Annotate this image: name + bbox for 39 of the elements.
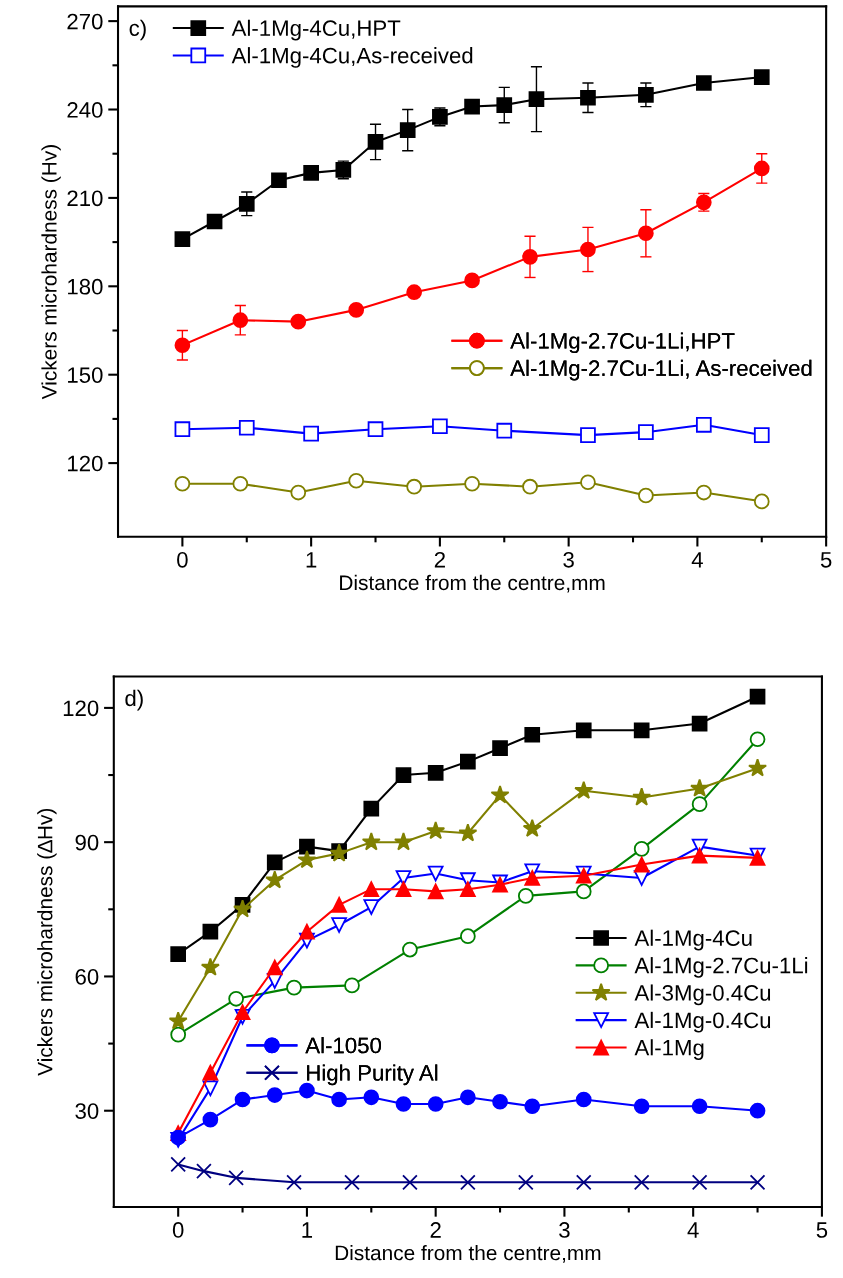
annotation: c) bbox=[129, 19, 146, 41]
x-tick-label: 2 bbox=[434, 551, 445, 568]
x-tick-label: 1 bbox=[302, 1222, 313, 1238]
x-tick-label: 0 bbox=[177, 551, 188, 568]
legend-label: Al-1Mg-2.7Cu-1Li, As-received bbox=[510, 359, 812, 381]
x-axis-title: Distance from the centre,mm bbox=[340, 574, 605, 593]
legend-label: Al-1Mg-4Cu,HPT bbox=[231, 19, 401, 41]
x-tick-label: 1 bbox=[306, 552, 317, 568]
y-tick-label: 150 bbox=[68, 367, 103, 383]
y-axis-title: Vickers microhardness (Hv) bbox=[41, 145, 61, 400]
y-tick-label: 90 bbox=[75, 834, 99, 851]
legend-label: Al-1Mg bbox=[634, 1039, 704, 1060]
annotation: d) bbox=[125, 689, 143, 711]
y-tick-label: 30 bbox=[75, 1103, 99, 1119]
legend-label: Al-1Mg-2.7Cu-1Li bbox=[634, 957, 808, 978]
y-tick-label: 270 bbox=[67, 13, 103, 30]
x-tick-label: 3 bbox=[559, 1222, 570, 1238]
y-tick-label: 240 bbox=[67, 102, 103, 118]
x-tick-label: 4 bbox=[687, 1222, 699, 1238]
x-tick-label: 2 bbox=[430, 1222, 441, 1238]
x-tick-label: 0 bbox=[172, 1222, 184, 1238]
legend-label: Al-1Mg-2.7Cu-1Li,HPT bbox=[510, 332, 735, 354]
y-tick-label: 180 bbox=[68, 278, 103, 295]
legend-label: Al-1050 bbox=[305, 1037, 382, 1054]
legend-label: Al-1Mg-4Cu bbox=[634, 929, 752, 951]
x-tick-label: 4 bbox=[691, 552, 703, 568]
legend-label: Al-1Mg-0.4Cu bbox=[634, 1011, 771, 1033]
legend-label: High Purity Al bbox=[307, 1064, 438, 1086]
y-tick-label: 120 bbox=[68, 455, 103, 472]
x-axis-title: Distance from the centre,mm bbox=[335, 1245, 601, 1263]
legend-label: Al-3Mg-0.4Cu bbox=[634, 984, 771, 1006]
y-tick-label: 120 bbox=[63, 700, 99, 717]
y-tick-label: 60 bbox=[75, 968, 99, 985]
y-tick-label: 210 bbox=[67, 190, 103, 207]
x-tick-label: 5 bbox=[816, 1222, 828, 1238]
y-axis-title: Vickers microhardness (∆Hv) bbox=[37, 808, 57, 1076]
x-tick-label: 3 bbox=[563, 551, 574, 568]
legend-label: Al-1Mg-4Cu,As-received bbox=[231, 47, 473, 68]
x-tick-label: 5 bbox=[820, 552, 832, 568]
